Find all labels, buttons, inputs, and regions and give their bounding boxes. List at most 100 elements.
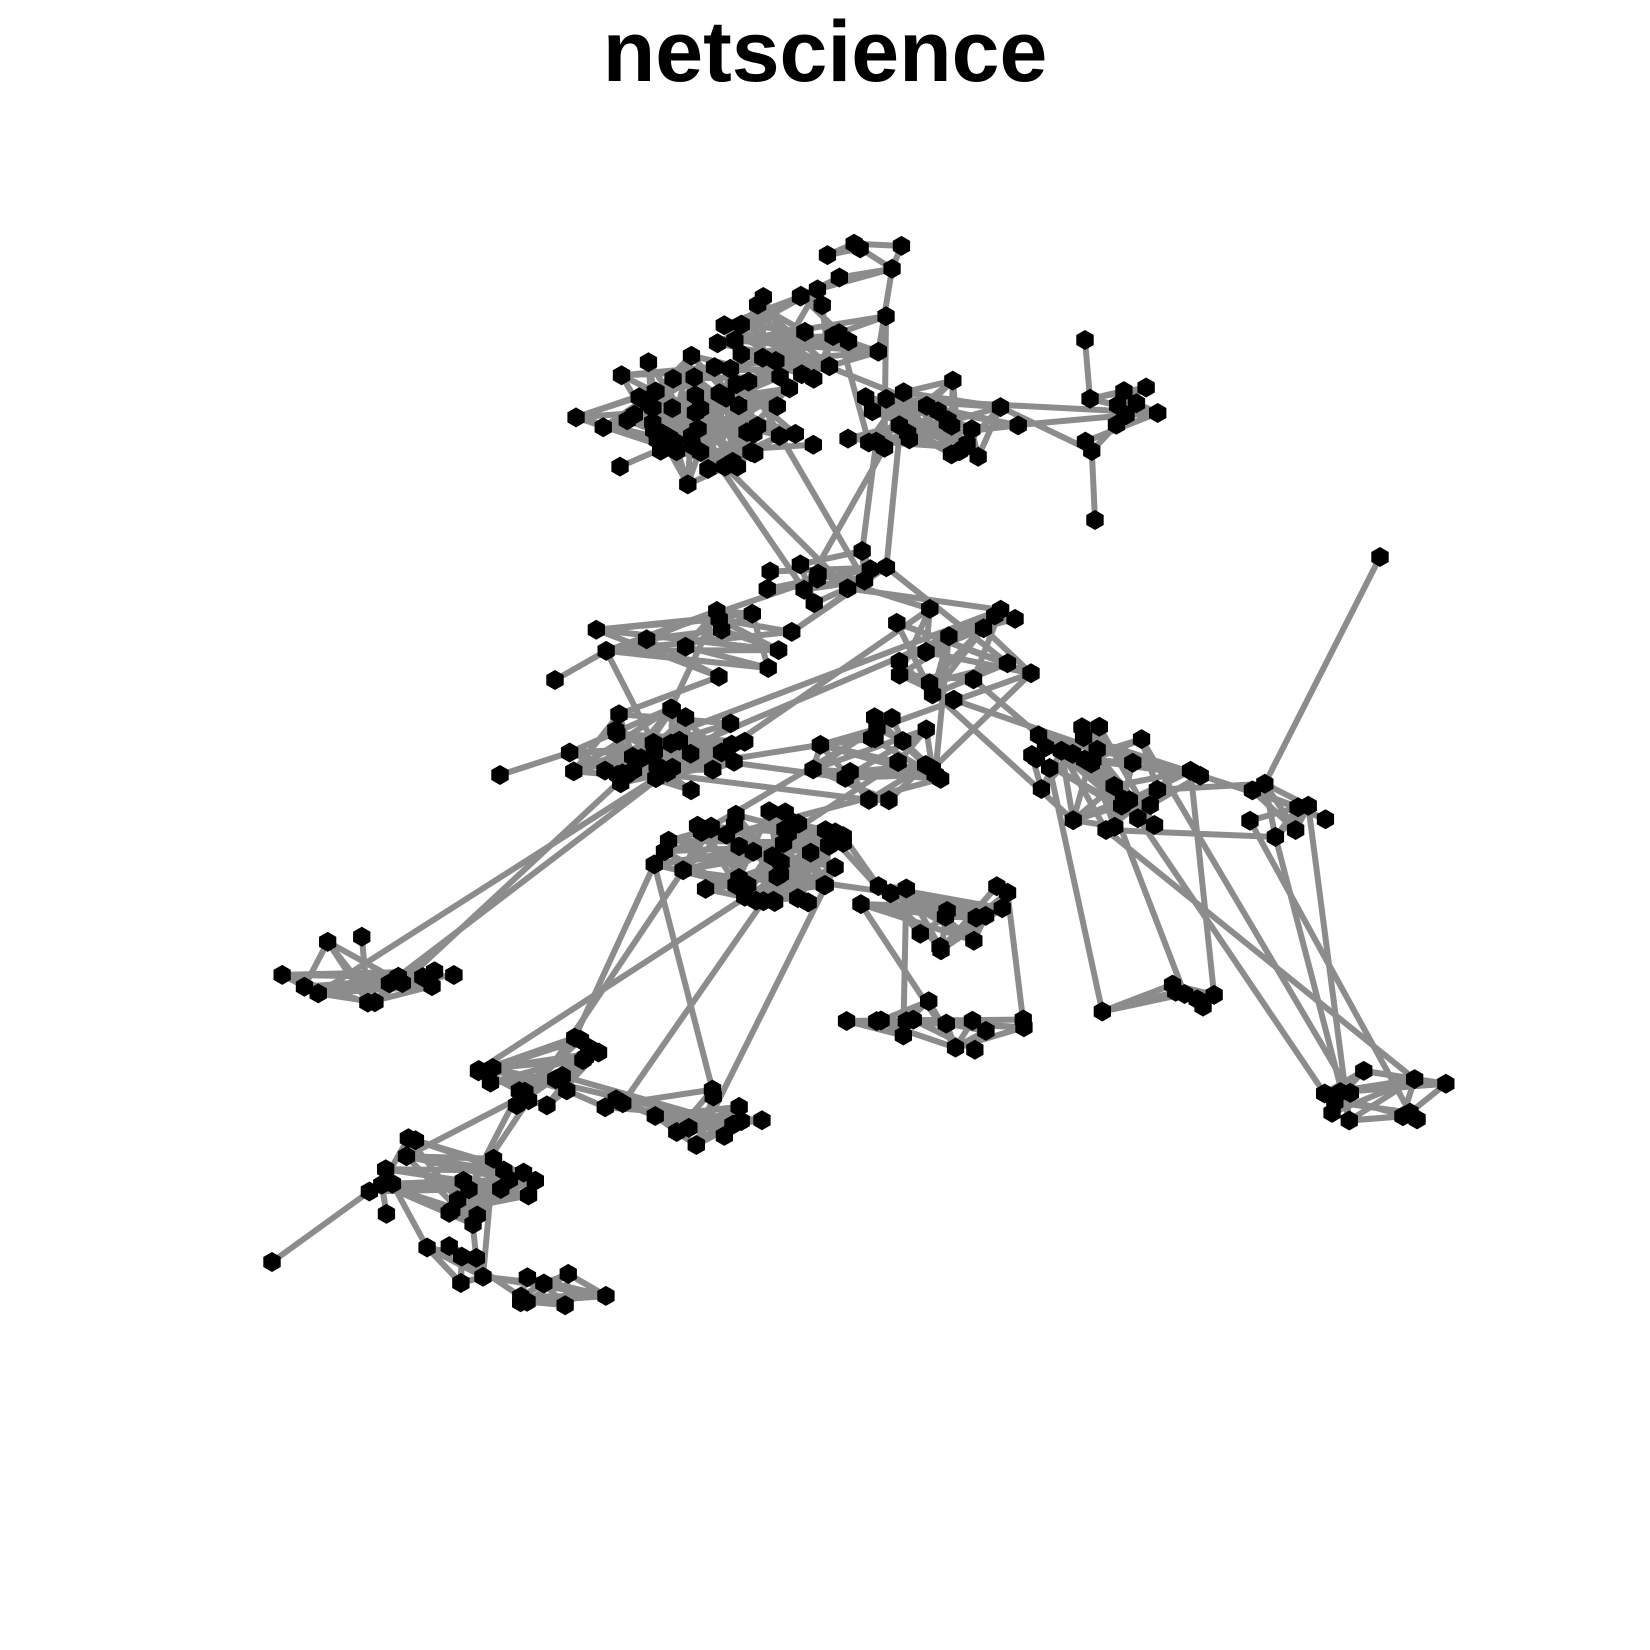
graph-node [467, 1247, 485, 1268]
graph-node [613, 763, 631, 784]
graph-node [708, 333, 727, 354]
graph-node [1316, 809, 1335, 830]
graph-node [686, 402, 705, 423]
graph-node [712, 742, 731, 763]
graph-node [969, 446, 987, 467]
graph-edge [399, 772, 629, 987]
graph-node [612, 365, 631, 386]
graph-node [1188, 989, 1206, 1010]
graph-node [1286, 820, 1305, 840]
graph-node [1323, 1102, 1341, 1123]
graph-node [904, 1009, 922, 1030]
graph-node [889, 752, 907, 772]
graph-edge [844, 585, 1004, 613]
graph-node [855, 570, 874, 591]
graph-node [852, 894, 870, 915]
graph-node [783, 621, 801, 642]
graph-node [453, 1246, 471, 1267]
graph-node [559, 1263, 577, 1284]
graph-edge [1103, 827, 1279, 840]
graph-node [966, 1039, 984, 1060]
graph-node [630, 387, 648, 408]
graph-node [732, 314, 750, 335]
graph-node [418, 1237, 436, 1258]
graph-node [1148, 779, 1167, 800]
graph-node [931, 936, 949, 957]
graph-node [1181, 760, 1200, 781]
graph-node [668, 1122, 686, 1142]
graph-node [894, 382, 913, 403]
graph-node [377, 1159, 395, 1180]
graph-node [560, 742, 579, 763]
graph-node [685, 367, 703, 388]
graph-node [705, 357, 724, 378]
graph-edge [475, 873, 781, 1073]
graph-node [721, 713, 740, 734]
graph-node [716, 456, 734, 477]
graph-edge [900, 885, 910, 1039]
graph-node [468, 1205, 486, 1226]
graph-node [440, 1202, 458, 1223]
plot-title: netscience [602, 4, 1048, 100]
graph-node [837, 1011, 856, 1031]
graph-node [743, 603, 761, 624]
graph-node [991, 397, 1010, 418]
graph-node [1093, 1001, 1111, 1022]
graph-node [664, 368, 682, 389]
graph-edge [693, 1103, 743, 1148]
graph-node [647, 768, 665, 789]
graph-node [860, 432, 878, 453]
graph-edge [1346, 1113, 1406, 1124]
graph-node [795, 579, 813, 600]
graph-node [1132, 729, 1151, 750]
graph-node [353, 926, 371, 947]
graph-node [1243, 780, 1262, 801]
graph-node [802, 842, 820, 863]
graph-node [1241, 810, 1259, 831]
graph-node [377, 1203, 396, 1224]
graph-node [1120, 790, 1139, 811]
graph-node [639, 352, 658, 373]
graph-edge [718, 605, 933, 756]
graph-node [587, 619, 605, 640]
graph-node [744, 841, 762, 862]
graph-node [998, 882, 1017, 903]
graph-node [818, 245, 837, 266]
graph-node [811, 734, 830, 755]
graph-node [768, 396, 786, 417]
graph-node [484, 1058, 502, 1078]
graph-node [655, 841, 674, 862]
graph-node [853, 541, 871, 561]
graph-node [704, 1086, 722, 1107]
graph-node [890, 651, 908, 672]
graph-node [965, 930, 983, 951]
graph-node [1086, 510, 1104, 530]
graph-node [880, 790, 898, 811]
graph-node [1401, 1102, 1419, 1123]
graph-edge [881, 313, 889, 451]
graph-node [877, 557, 896, 578]
graph-node [897, 878, 915, 899]
graph-node [681, 743, 700, 764]
graph-node [894, 731, 912, 751]
graph-edge [689, 385, 793, 449]
graph-node [826, 857, 844, 878]
graph-edge [859, 438, 880, 554]
graph-node [805, 593, 823, 614]
graph-node [804, 434, 822, 455]
graph-node [674, 860, 692, 881]
graph-node [1141, 795, 1159, 816]
graph-edge [389, 1180, 431, 1251]
graph-node [1115, 381, 1133, 402]
graph-edge [749, 610, 772, 671]
graph-edge [465, 1097, 532, 1193]
graph-node [452, 1273, 470, 1293]
graph-node [836, 767, 854, 788]
graph-node [746, 443, 764, 464]
graph-edge [382, 1166, 507, 1174]
graph-node [918, 395, 936, 416]
graph-node [877, 388, 895, 409]
graph-node [944, 370, 962, 391]
graph-node [484, 1148, 503, 1169]
graph-node [1137, 377, 1155, 398]
